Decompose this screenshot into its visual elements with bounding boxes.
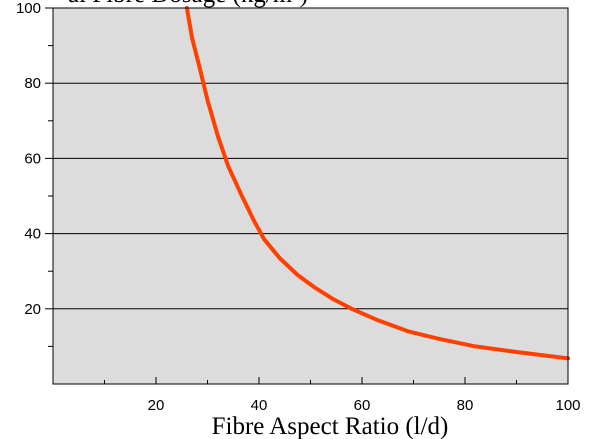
x-axis-title: Fibre Aspect Ratio (l/d) <box>212 413 449 439</box>
series-layer <box>184 6 570 361</box>
y-tick-label: 60 <box>24 150 41 167</box>
plot-area <box>53 8 568 384</box>
x-axis: 20 40 60 80 100 <box>104 377 581 414</box>
y-tick-label: 20 <box>24 301 41 318</box>
x-tick-label: 40 <box>251 397 268 414</box>
x-tick-label: 80 <box>457 397 474 414</box>
x-tick-label: 60 <box>354 397 371 414</box>
y-axis: 20 40 60 80 100 <box>16 0 53 347</box>
y-tick-label: 40 <box>24 226 41 243</box>
series-line <box>184 6 570 361</box>
gridlines <box>53 82 568 310</box>
x-tick-label: 100 <box>555 397 580 414</box>
y-axis-title-partial: al Fibre Dosage (kg/m³) <box>68 0 308 8</box>
x-tick-label: 20 <box>148 397 165 414</box>
y-tick-label: 80 <box>24 75 41 92</box>
y-tick-label: 100 <box>16 0 41 17</box>
